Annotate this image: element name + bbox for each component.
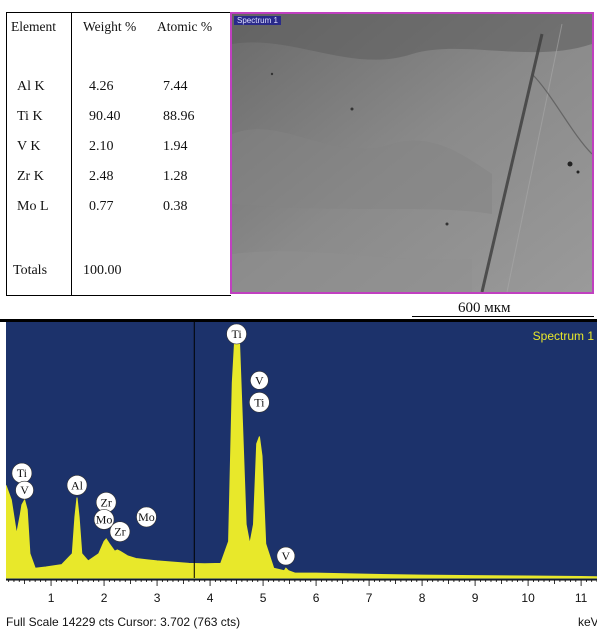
peak-label-text: V	[282, 549, 291, 563]
composition-table: Element Weight % Atomic % Al K 4.26 7.44…	[6, 12, 231, 296]
row-element: Ti K	[17, 109, 43, 124]
peak-label: Al	[66, 474, 88, 496]
peak-label: Mo	[93, 509, 115, 530]
footer-status: Full Scale 14229 cts Cursor: 3.702 (763 …	[6, 615, 241, 629]
peak-label: Ti	[249, 392, 270, 413]
peak-label-text: Ti	[254, 395, 265, 409]
x-tick-label: 1	[48, 591, 55, 605]
x-tick-label: 4	[207, 591, 214, 605]
peak-label: Mo	[136, 506, 157, 528]
peak-label-text: V	[20, 483, 29, 497]
x-tick-label: 5	[260, 591, 267, 605]
x-tick-label: 7	[366, 591, 373, 605]
row-weight: 90.40	[89, 109, 121, 124]
totals-value: 100.00	[83, 263, 122, 278]
peak-label-badge	[109, 521, 131, 542]
peak-label-badge	[66, 474, 88, 496]
spectrum-tag: Spectrum 1	[234, 16, 281, 25]
peak-label-badge	[15, 480, 34, 500]
peak-label-badge	[136, 506, 157, 528]
x-tick-label: 2	[101, 591, 108, 605]
micrograph-texture	[232, 14, 592, 292]
row-element: Mo L	[17, 199, 49, 214]
peak-label: V	[250, 371, 269, 390]
row-atomic: 0.38	[163, 199, 188, 214]
peak-label-badge	[93, 509, 115, 530]
peak-label-text: Zr	[114, 525, 125, 539]
x-tick-label: 9	[472, 591, 479, 605]
x-tick-label: 8	[419, 591, 426, 605]
x-tick-label: 10	[521, 591, 535, 605]
totals-label: Totals	[13, 263, 48, 278]
peak-label-text: Mo	[96, 512, 113, 526]
peak-label: Ti	[11, 462, 33, 484]
peak-label-badge	[226, 323, 247, 345]
row-element: V K	[17, 139, 41, 154]
peak-label: Zr	[109, 521, 131, 542]
peak-label-text: Zr	[101, 495, 112, 509]
peak-label: V	[15, 480, 34, 500]
scale-bar	[412, 316, 594, 317]
sem-micrograph: Spectrum 1	[230, 12, 594, 294]
x-tick-label: 6	[313, 591, 320, 605]
row-atomic: 1.28	[163, 169, 188, 184]
row-element: Zr K	[17, 169, 44, 184]
header-element: Element	[11, 19, 56, 34]
peak-label: Ti	[226, 323, 247, 345]
header-weight: Weight %	[83, 19, 137, 34]
spectrum-series	[6, 333, 597, 579]
row-atomic: 7.44	[163, 79, 188, 94]
x-axis-group: 1 2 3 4 5 6 7 8 9 10 11	[6, 579, 597, 616]
peak-label-badge	[249, 392, 270, 413]
peak-label: V	[276, 546, 296, 566]
row-atomic: 1.94	[163, 139, 188, 154]
row-weight: 0.77	[89, 199, 114, 214]
peak-label-badge	[250, 371, 269, 390]
peak-label-text: Mo	[138, 510, 155, 524]
series-legend: Spectrum 1	[533, 329, 595, 343]
row-atomic: 88.96	[163, 109, 195, 124]
peak-label-text: Ti	[231, 327, 242, 341]
peak-label-text: Ti	[17, 466, 28, 480]
table-divider	[71, 13, 72, 295]
peak-label: Zr	[95, 492, 117, 513]
row-weight: 2.10	[89, 139, 114, 154]
x-tick-label: 3	[154, 591, 161, 605]
scale-bar-label: 600 мкм	[458, 300, 511, 316]
peak-label-badge	[276, 546, 296, 566]
peak-label-text: V	[255, 373, 264, 387]
peak-label-text: Al	[71, 478, 84, 492]
x-unit-label: keV	[578, 615, 597, 629]
section-divider	[0, 319, 597, 322]
x-tick-label: 11	[575, 591, 588, 605]
x-axis-background	[6, 580, 597, 616]
spectrum-area-group	[6, 333, 597, 579]
row-weight: 4.26	[89, 79, 114, 94]
header-atomic: Atomic %	[157, 19, 213, 34]
row-weight: 2.48	[89, 169, 114, 184]
row-element: Al K	[17, 79, 45, 94]
